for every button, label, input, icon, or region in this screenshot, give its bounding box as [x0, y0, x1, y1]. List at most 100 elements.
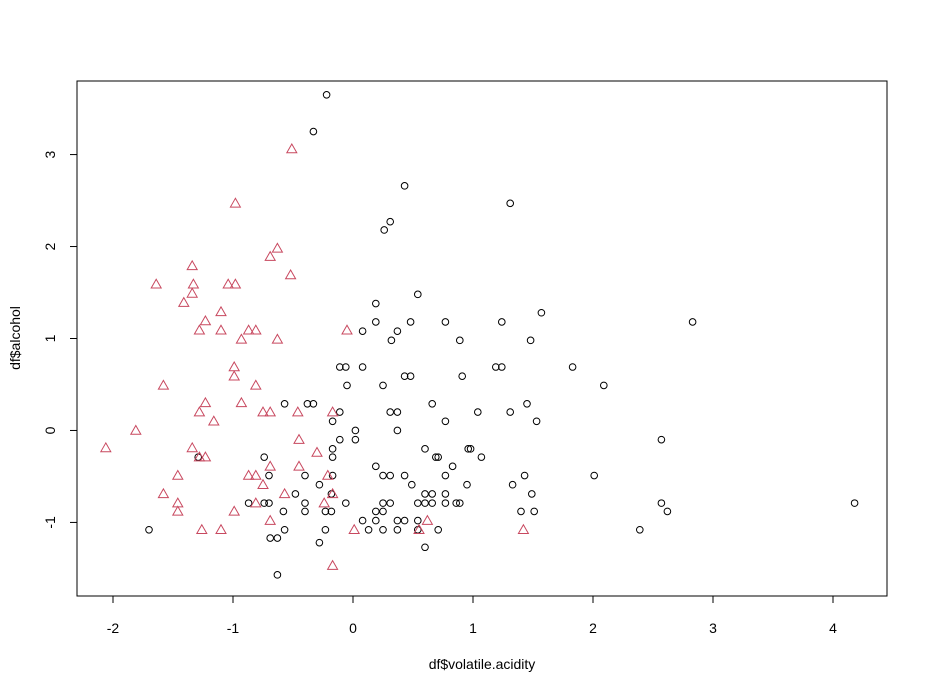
data-point-triangle [215, 324, 227, 335]
data-point-circle [379, 507, 387, 516]
data-point-circle [273, 534, 282, 542]
data-point-triangle [271, 333, 284, 344]
data-point-circle [321, 507, 330, 516]
data-point-circle [428, 399, 437, 408]
data-point-triangle [517, 523, 530, 535]
data-point-triangle [229, 278, 242, 289]
data-point-triangle [235, 396, 248, 408]
y-tick-label: 3 [42, 150, 58, 158]
data-point-circle [372, 462, 380, 471]
data-point-circle [393, 408, 402, 416]
data-point-triangle [311, 446, 323, 457]
data-point-triangle [242, 469, 255, 480]
data-point-triangle [264, 460, 277, 471]
data-point-circle [452, 499, 461, 507]
data-point-circle [265, 471, 273, 480]
data-point-circle [414, 290, 422, 299]
data-point-circle [379, 381, 387, 390]
data-point-circle [414, 499, 422, 507]
data-point-triangle [341, 324, 353, 335]
data-point-triangle [187, 278, 200, 289]
data-point-circle [474, 408, 482, 416]
data-point-circle [393, 426, 402, 435]
data-point-circle [508, 480, 517, 489]
data-point-circle [414, 516, 422, 525]
data-point-triangle [157, 487, 170, 499]
data-point-triangle [257, 478, 269, 489]
data-point-triangle [195, 523, 208, 535]
data-point-circle [492, 363, 500, 371]
data-point-triangle [235, 333, 248, 344]
data-point-circle [498, 318, 506, 326]
data-point-circle [406, 318, 415, 326]
data-point-triangle [193, 324, 206, 335]
data-point-circle [657, 499, 666, 507]
y-tick-label: -1 [42, 516, 58, 529]
data-point-triangle [326, 406, 339, 417]
data-point-circle [315, 480, 324, 489]
data-point-circle [441, 499, 450, 507]
data-point-circle [448, 462, 457, 471]
data-point-circle [434, 525, 443, 534]
data-point-circle [526, 336, 535, 345]
data-point-circle [315, 538, 324, 547]
data-point-circle [291, 490, 300, 498]
data-point-circle [358, 363, 367, 371]
data-point-circle [260, 453, 269, 461]
data-point-circle [280, 525, 289, 534]
data-point-circle [380, 226, 389, 234]
data-point-circle [408, 480, 416, 489]
data-point-circle [464, 445, 473, 453]
data-point-circle [568, 363, 577, 371]
data-point-circle [351, 435, 360, 444]
data-point-circle [386, 471, 395, 480]
data-point-triangle [264, 250, 277, 261]
data-point-circle [301, 471, 309, 480]
data-point-triangle [177, 296, 190, 307]
x-tick-label: 3 [709, 620, 717, 636]
data-point-circle [428, 490, 437, 498]
data-point-circle [428, 499, 437, 507]
data-point-triangle [199, 396, 212, 408]
data-point-circle [477, 453, 486, 461]
data-point-circle [321, 525, 330, 534]
data-point-circle [400, 372, 409, 381]
data-point-circle [421, 499, 429, 507]
data-point-triangle [228, 361, 241, 372]
x-tick-label: 0 [349, 620, 357, 636]
data-point-circle [400, 516, 409, 525]
data-point-circle [456, 499, 464, 507]
data-point-circle [386, 217, 395, 226]
data-point-triangle [249, 324, 262, 335]
data-point-triangle [249, 469, 262, 480]
data-point-circle [279, 507, 288, 516]
data-point-circle [372, 507, 380, 516]
data-point-circle [327, 507, 336, 516]
data-point-triangle [413, 523, 425, 535]
y-tick-label: 1 [42, 334, 58, 342]
x-tick-label: 1 [469, 620, 477, 636]
data-point-triangle [171, 469, 184, 480]
data-point-triangle [186, 259, 199, 271]
data-point-triangle [264, 406, 277, 417]
data-point-circle [520, 471, 529, 480]
data-point-triangle [291, 406, 304, 417]
data-point-circle [466, 445, 475, 453]
data-point-circle [393, 525, 402, 534]
data-point-triangle [249, 497, 262, 508]
data-point-triangle [129, 424, 142, 435]
data-point-circle [386, 408, 395, 416]
data-point-circle [506, 199, 515, 208]
data-point-triangle [222, 278, 235, 289]
y-axis-title: df$alcohol [7, 306, 23, 370]
data-point-circle [393, 516, 402, 525]
data-point-triangle [264, 514, 277, 525]
data-point-triangle [193, 451, 206, 462]
data-point-circle [498, 363, 506, 371]
data-point-circle [328, 417, 337, 426]
data-point-circle [393, 327, 402, 335]
data-point-circle [372, 318, 380, 326]
data-point-circle [336, 408, 344, 416]
data-point-circle [387, 336, 396, 345]
data-point-circle [421, 543, 429, 552]
